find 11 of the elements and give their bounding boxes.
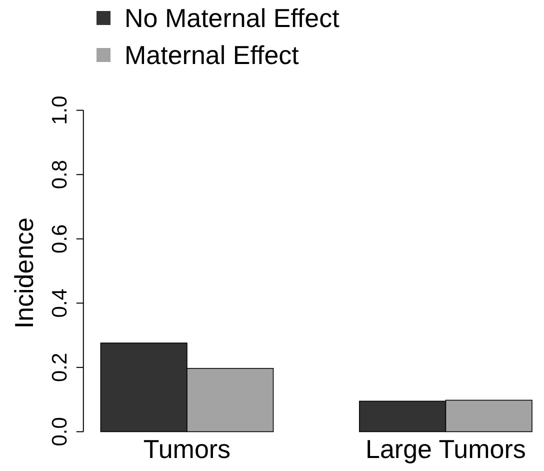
y-tick-label: 0.2 [48,352,72,382]
y-tick-label: 0.4 [48,288,72,318]
y-tick-label: 0.0 [48,417,72,446]
legend-label: Maternal Effect [124,40,300,70]
x-tick-label: Large Tumors [366,434,526,464]
y-tick-label: 1.0 [48,96,72,125]
x-tick-label: Tumors [143,434,231,464]
y-axis-title: Incidence [9,217,39,329]
y-tick-label: 0.8 [48,160,72,190]
legend-label: No Maternal Effect [124,3,340,33]
y-tick-label: 0.6 [48,224,72,254]
